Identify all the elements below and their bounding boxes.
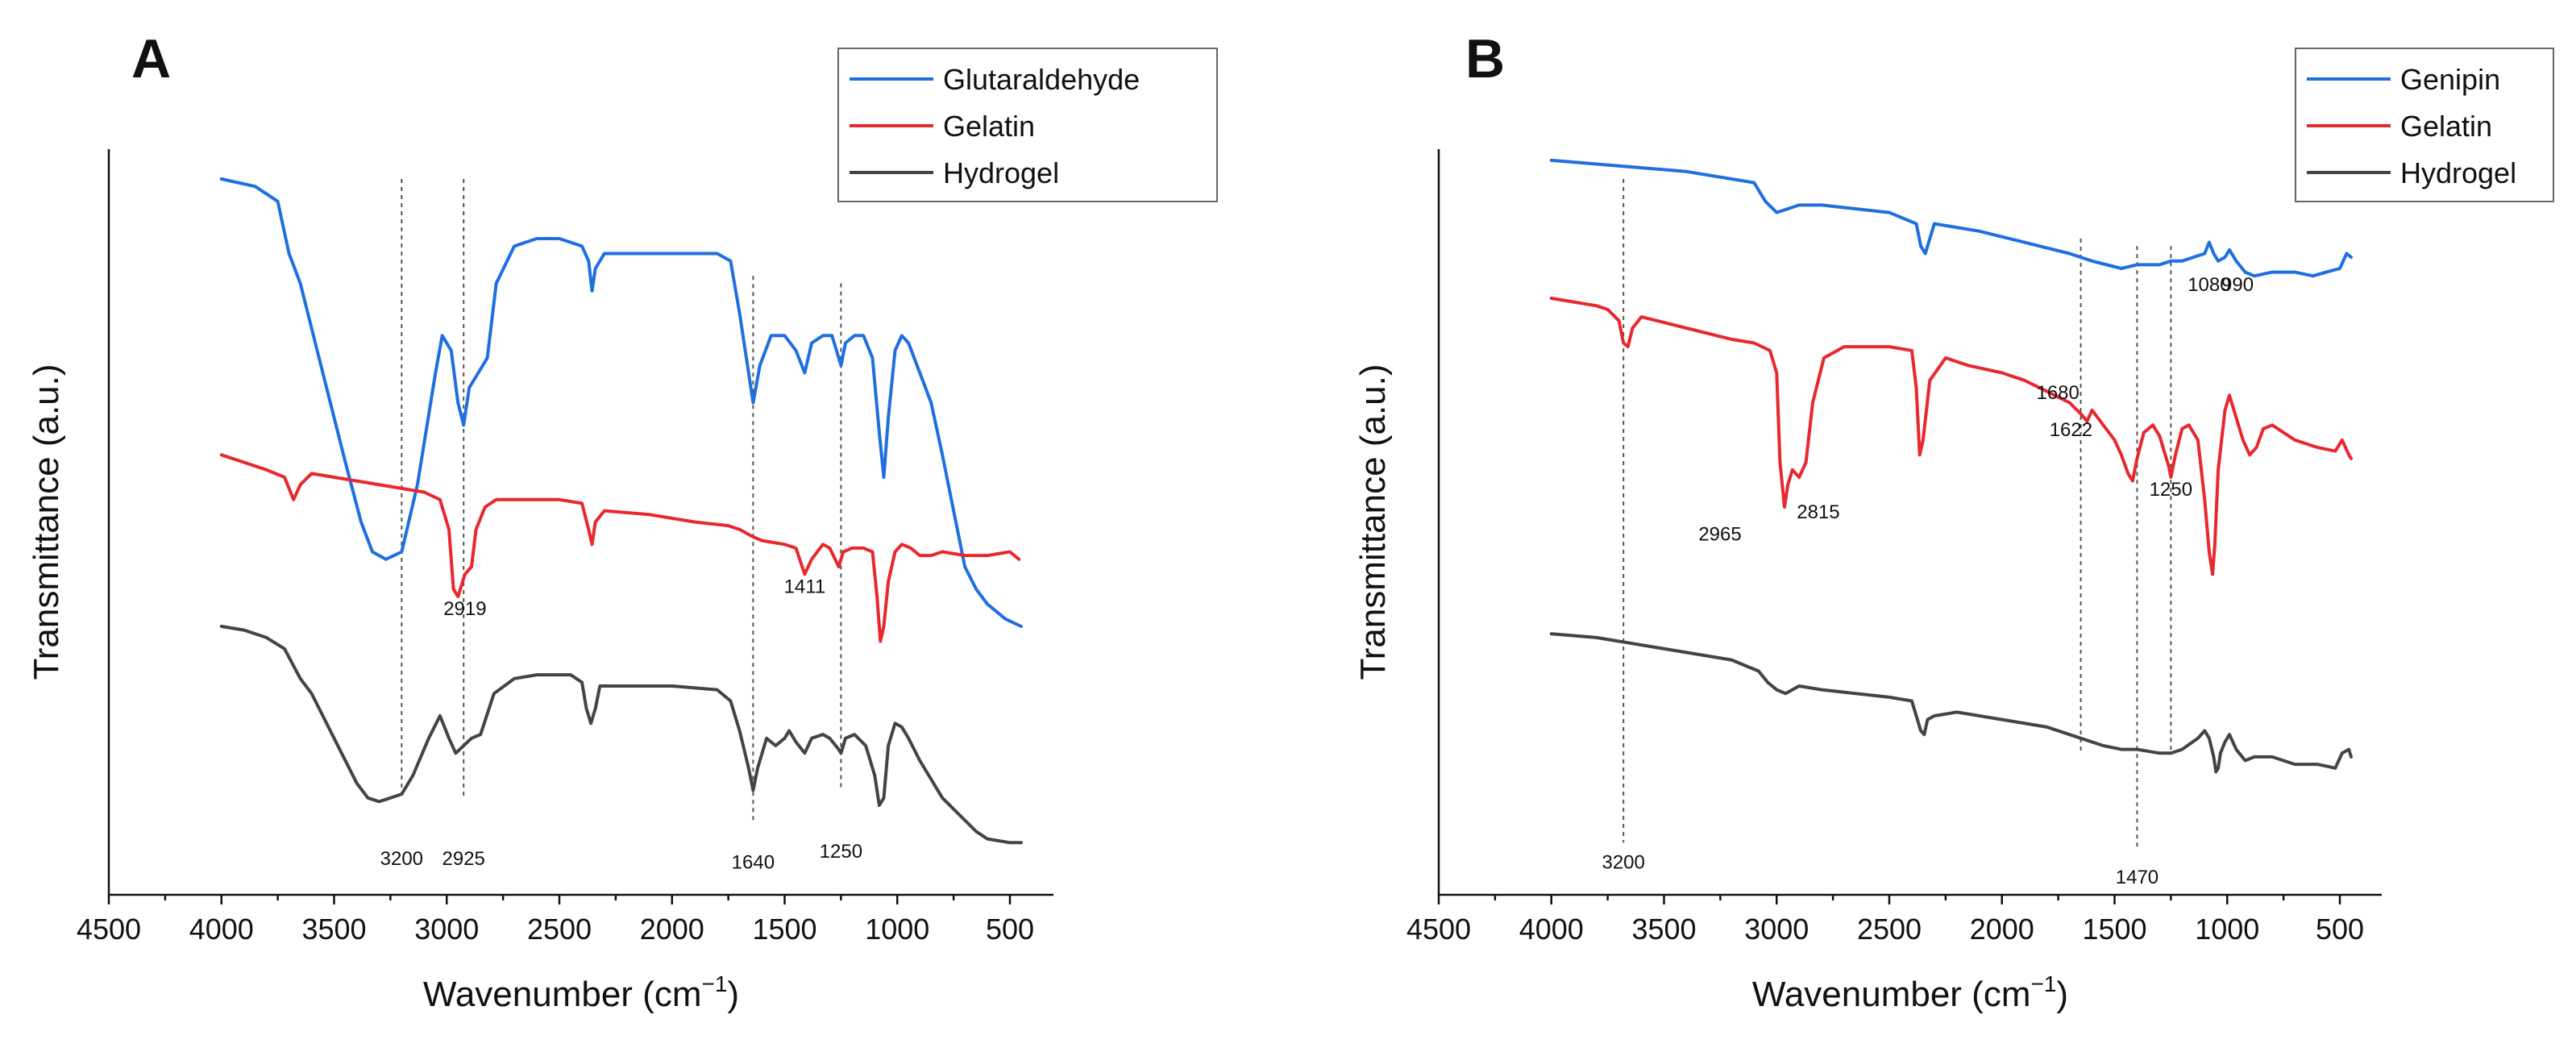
legend-label-glutaraldehyde: Glutaraldehyde	[943, 63, 1140, 96]
panel-letter-b: B	[1465, 28, 1505, 89]
y-axis-label: Transmittance (a.u.)	[27, 364, 66, 680]
x-tick-label: 2000	[640, 913, 704, 946]
series-line-gelatin	[219, 453, 1021, 643]
x-tick-label: 4500	[1406, 913, 1471, 946]
peak-label-1080: 1080	[2188, 274, 2230, 296]
legend-label-gelatin: Gelatin	[2400, 110, 2492, 143]
x-tick-label: 1500	[2082, 913, 2146, 946]
peak-label-3200: 3200	[1602, 852, 1644, 874]
peak-label-3200: 3200	[380, 848, 423, 870]
x-tick-label: 4000	[1519, 913, 1584, 946]
peak-label-990: 990	[2221, 274, 2254, 296]
peak-label-2919: 2919	[443, 598, 486, 620]
peak-label-2925: 2925	[442, 848, 485, 870]
x-tick-label: 3000	[1744, 913, 1809, 946]
x-tick-label: 4500	[77, 913, 141, 946]
panel-letter-a: A	[131, 28, 171, 89]
x-tick-label: 500	[2316, 913, 2364, 946]
x-tick-label: 3500	[301, 913, 366, 946]
x-tick-label: 2000	[1970, 913, 2034, 946]
peak-label-1250: 1250	[820, 841, 862, 863]
legend-label-genipin: Genipin	[2400, 63, 2500, 96]
x-tick-label: 3000	[414, 913, 479, 946]
x-tick-label: 2500	[1857, 913, 1922, 946]
peak-label-1411: 1411	[784, 576, 826, 597]
legend-label-gelatin: Gelatin	[943, 110, 1035, 143]
series-line-glutaraldehyde	[219, 177, 1023, 628]
y-axis-label: Transmittance (a.u.)	[1353, 364, 1393, 680]
x-tick-label: 3500	[1631, 913, 1696, 946]
peak-label-1470: 1470	[2116, 867, 2158, 888]
x-tick-label: 500	[986, 913, 1034, 946]
x-tick-label: 1000	[865, 913, 929, 946]
x-tick-label: 1000	[2195, 913, 2259, 946]
peak-label-2815: 2815	[1797, 501, 1839, 523]
legend-label-hydrogel: Hydrogel	[943, 156, 1059, 189]
x-axis-label: Wavenumber (cm−1)	[1752, 971, 2068, 1014]
peak-label-2965: 2965	[1698, 524, 1741, 546]
peak-label-1640: 1640	[732, 852, 775, 874]
x-tick-label: 2500	[527, 913, 592, 946]
series-line-gelatin	[1549, 297, 2353, 576]
legend-label-hydrogel: Hydrogel	[2400, 156, 2516, 189]
panel-a: A 4500 4000 3500 3000 2500 2000 1500 1000 500 Wave…	[27, 28, 1218, 1014]
x-axis-label: Wavenumber (cm−1)	[423, 971, 739, 1014]
peak-label-1622: 1622	[2050, 419, 2092, 441]
x-tick-label: 1500	[752, 913, 816, 946]
peak-label-1680: 1680	[2036, 382, 2079, 404]
peak-label-1250: 1250	[2150, 479, 2192, 501]
x-tick-label: 4000	[189, 913, 254, 946]
series-line-genipin	[1549, 158, 2353, 278]
series-line-hydrogel	[219, 625, 1023, 845]
series-line-hydrogel	[1549, 632, 2353, 774]
panel-b: B 4500 4000 3500 3000 2500 2000 1500 1000 500 Wave…	[1353, 28, 2554, 1014]
